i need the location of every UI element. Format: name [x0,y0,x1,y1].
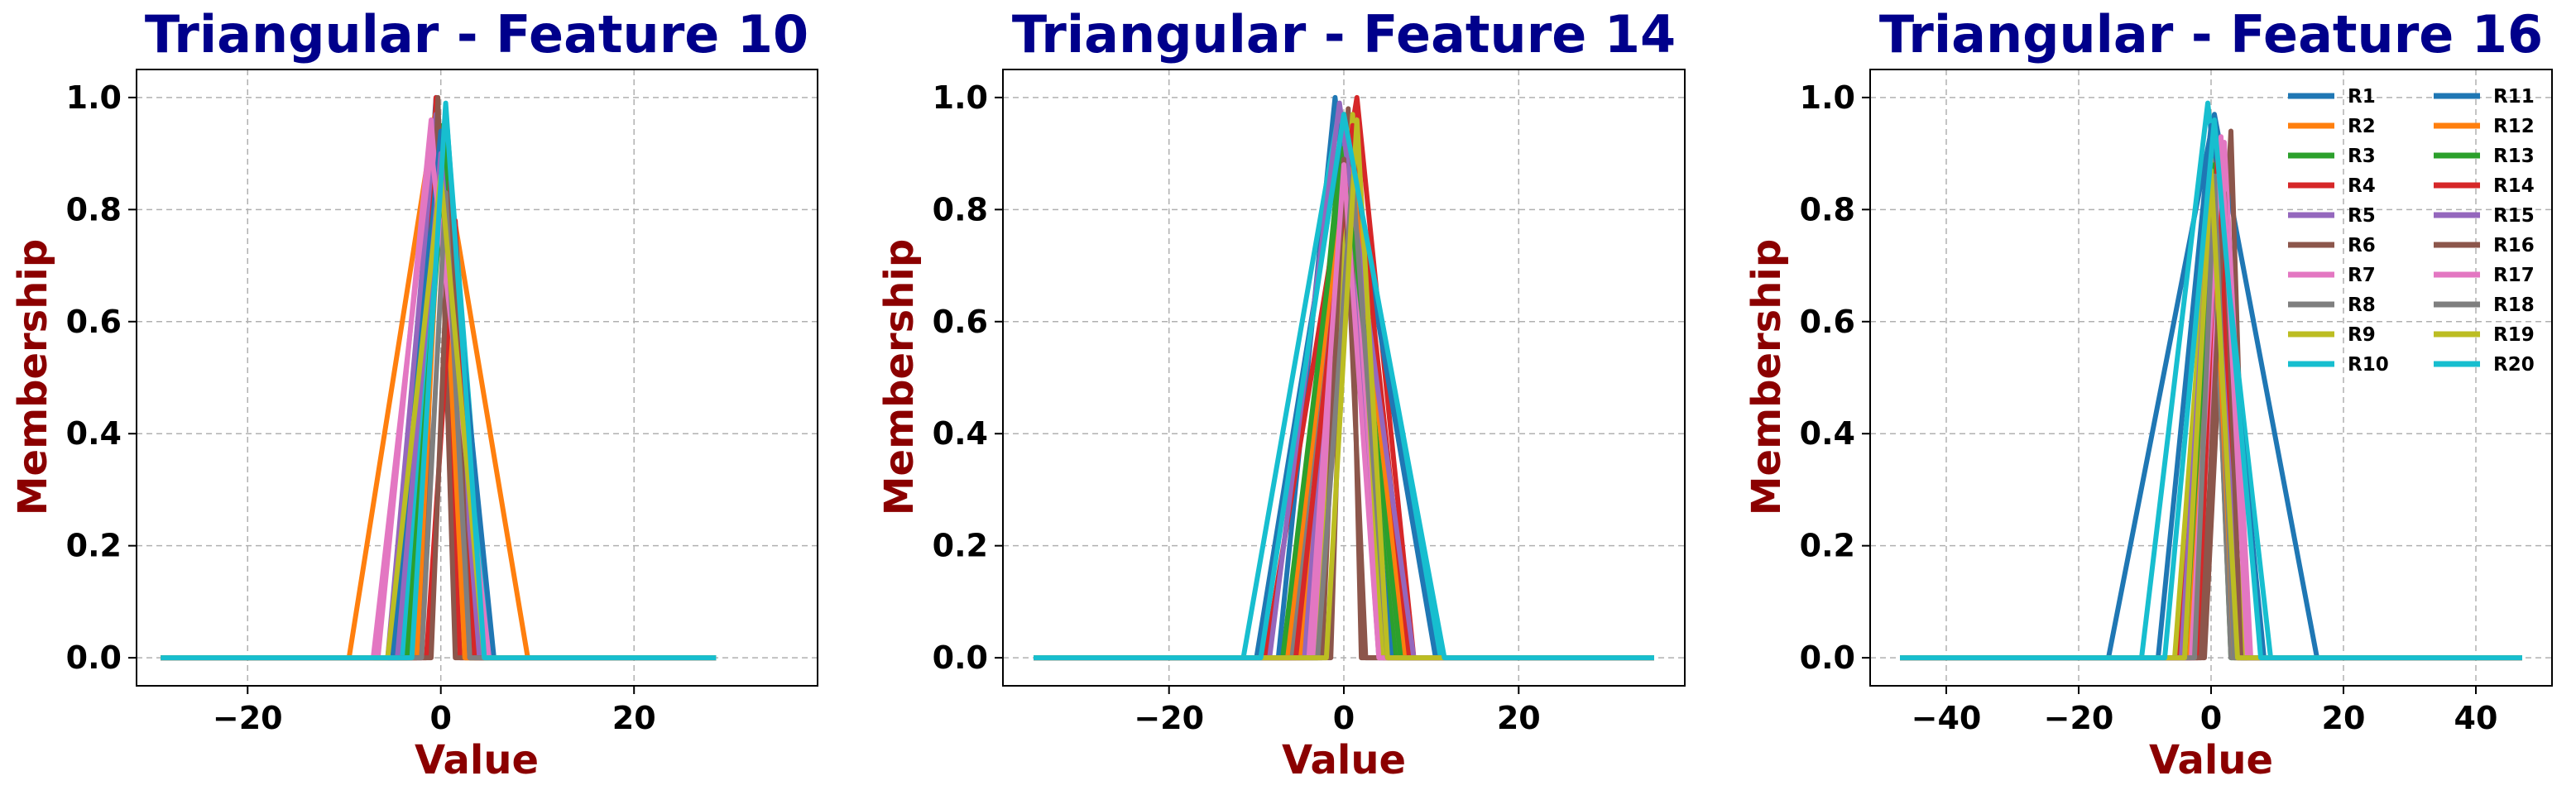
series-line-r20 [161,100,717,661]
x-axis-label: Value [2149,737,2273,783]
y-tick-label: 0.0 [1800,639,1855,676]
legend-label-r15: R15 [2493,205,2535,227]
legend-label-r20: R20 [2493,354,2535,376]
chart-title: Triangular - Feature 10 [145,4,808,65]
series-lines [161,94,717,661]
x-tick-label: −40 [1912,700,1982,736]
x-tick-label: 20 [2322,700,2366,736]
y-tick-label: 1.0 [933,79,988,116]
y-tick-label: 0.6 [1800,304,1855,340]
x-tick-label: 0 [2200,700,2222,736]
x-tick-label: 0 [1333,700,1355,736]
y-tick-label: 1.0 [66,79,122,116]
legend-label-r18: R18 [2493,295,2535,316]
y-tick-label: 0.2 [1800,528,1855,564]
x-tick-label: −20 [2044,700,2114,736]
x-tick-label: 20 [1497,700,1541,736]
legend-label-r11: R11 [2493,86,2535,108]
axis-ticks: −20 0 20 0.0 0.2 0.4 0.6 0.8 1.0 [66,79,656,736]
legend-label-r5: R5 [2348,205,2376,227]
series-lines [1034,94,1654,661]
series-lines [1900,100,2522,661]
y-axis-label: Membership [1744,239,1790,515]
y-tick-label: 0.8 [1800,191,1855,227]
legend-label-r6: R6 [2348,235,2376,256]
y-tick-label: 0.6 [66,304,122,340]
x-tick-label: −20 [1134,700,1204,736]
legend-label-r13: R13 [2493,146,2535,167]
y-tick-label: 0.8 [933,191,988,227]
y-tick-label: 0.2 [66,528,122,564]
legend-label-r10: R10 [2348,354,2389,376]
chart-panel-3: Triangular - Feature 16 −40 −20 0 20 40 0.0 0.… [1744,4,2553,783]
axis-ticks: −40 −20 0 20 40 0.0 0.2 0.4 0.6 0.8 1.0 [1800,79,2498,736]
y-tick-label: 0.2 [933,528,988,564]
legend-label-r16: R16 [2493,235,2535,256]
x-axis-label: Value [415,737,539,783]
x-tick-label: 0 [429,700,451,736]
legend-label-r3: R3 [2348,146,2376,167]
legend-label-r19: R19 [2493,324,2535,346]
legend-label-r8: R8 [2348,295,2376,316]
series-line-r20 [1034,112,1654,661]
legend-label-r1: R1 [2348,86,2376,108]
x-axis-label: Value [1282,737,1406,783]
y-tick-label: 0.4 [933,415,988,452]
chart-title: Triangular - Feature 14 [1012,4,1676,65]
legend-label-r12: R12 [2493,116,2535,137]
legend-label-r7: R7 [2348,265,2376,286]
legend-label-r14: R14 [2493,175,2535,197]
y-axis-label: Membership [10,239,56,515]
y-tick-label: 0.4 [1800,415,1855,452]
legend-label-r9: R9 [2348,324,2376,346]
y-tick-label: 0.8 [66,191,122,227]
x-tick-label: 20 [612,700,656,736]
legend-label-r17: R17 [2493,265,2535,286]
series-line-r20 [1900,117,2522,661]
legend-label-r2: R2 [2348,116,2376,137]
y-tick-label: 0.4 [66,415,122,452]
y-tick-label: 1.0 [1800,79,1855,116]
x-tick-label: 40 [2454,700,2498,736]
chart-title: Triangular - Feature 16 [1879,4,2543,65]
y-tick-label: 0.6 [933,304,988,340]
chart-panel-2: Triangular - Feature 14 −20 0 20 0.0 0.2 0.4 0… [876,4,1686,783]
y-axis-label: Membership [876,239,923,515]
legend-label-r4: R4 [2348,175,2376,197]
axis-ticks: −20 0 20 0.0 0.2 0.4 0.6 0.8 1.0 [933,79,1541,736]
x-tick-label: −20 [213,700,283,736]
plot-frame [136,69,818,687]
y-tick-label: 0.0 [66,639,122,676]
chart-panel-1: Triangular - Feature 10 −20 0 20 0.0 0.2 0.4 0… [10,4,818,783]
y-tick-label: 0.0 [933,639,988,676]
legend: R1 R2 R3 R4 R5 R6 R7 R8 R9 R10 R11 R12 R13 R14 R15 R16 R… [2288,86,2535,376]
